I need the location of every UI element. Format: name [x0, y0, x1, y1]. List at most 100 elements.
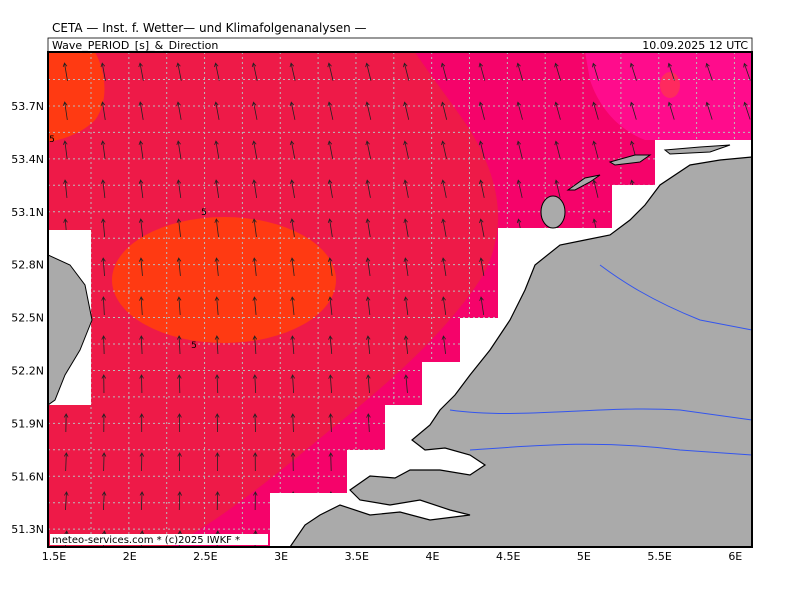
wave-arrow	[63, 140, 68, 159]
wave-arrow	[554, 62, 562, 81]
wave-arrow	[366, 413, 371, 433]
wave-arrow	[101, 374, 107, 394]
x-tick-label: 5E	[577, 550, 591, 563]
y-tick-label: 53.7N	[11, 100, 44, 113]
wave-arrow	[214, 335, 220, 355]
wave-arrow	[214, 62, 220, 81]
wave-arrow	[215, 452, 220, 472]
island	[608, 154, 652, 166]
contour-label: 5	[201, 208, 207, 218]
map-area	[48, 52, 752, 547]
header-title: CETA — Inst. f. Wetter— und Klimafolgena…	[52, 21, 367, 35]
wave-arrow	[365, 101, 372, 120]
wave-arrow	[100, 140, 106, 159]
wave-arrow	[441, 179, 447, 198]
wave-arrow	[365, 257, 371, 276]
wave-arrow	[252, 374, 258, 394]
wave-arrow	[403, 101, 410, 120]
wave-arrow	[403, 335, 409, 354]
y-tick-label: 52.8N	[11, 259, 44, 272]
wave-arrow	[403, 140, 409, 159]
wave-arrow	[328, 374, 333, 394]
wave-arrow	[138, 62, 144, 81]
axis-labels: 1.5E 2E 2.5E 3E 3.5E 4E 4.5E 5E 5.5E 6E 53.7N 53.4N…	[11, 100, 742, 563]
wave-arrow	[63, 413, 69, 433]
x-tick-label: 3E	[274, 550, 288, 563]
wave-arrow	[290, 413, 296, 433]
x-tick-label: 3.5E	[345, 550, 369, 563]
x-tick-label: 4.5E	[496, 550, 520, 563]
land-continent	[289, 156, 752, 547]
island	[566, 174, 601, 191]
wave-arrow	[478, 62, 486, 81]
wave-arrow	[554, 140, 561, 159]
wave-arrow	[289, 140, 296, 159]
credit-box	[50, 534, 268, 545]
wave-arrow	[327, 140, 334, 159]
wave-arrow	[62, 62, 68, 81]
map-frame	[47, 51, 753, 548]
y-tick-label: 52.5N	[11, 312, 44, 325]
land-uk	[48, 254, 93, 406]
wave-arrow	[479, 257, 485, 276]
wave-arrow	[138, 257, 144, 277]
wave-arrow	[365, 296, 371, 315]
wave-arrow	[705, 101, 713, 120]
river	[449, 408, 752, 421]
wave-arrow	[365, 218, 371, 237]
y-tick-label: 51.9N	[11, 417, 44, 430]
wave-arrow	[403, 218, 409, 237]
wave-arrow	[214, 257, 220, 276]
wave-arrow	[403, 179, 409, 198]
wave-arrow	[176, 101, 182, 120]
wave-arrow	[327, 179, 333, 198]
wave-arrow	[328, 413, 333, 433]
wave-arrow	[101, 296, 106, 316]
wave-arrow	[592, 62, 599, 81]
y-tick-label: 52.2N	[11, 365, 44, 378]
wave-arrow	[177, 374, 182, 394]
wave-arrow	[478, 140, 485, 159]
wave-arrow	[176, 179, 182, 198]
x-tick-label: 6E	[728, 550, 742, 563]
wave-arrow	[252, 179, 258, 198]
wave-arrow	[440, 101, 448, 120]
wave-arrow	[214, 140, 220, 159]
x-tick-label: 1.5E	[42, 550, 66, 563]
wave-arrow	[366, 374, 371, 394]
x-tick-label: 2.5E	[193, 550, 217, 563]
wave-arrow	[327, 62, 334, 81]
wave-arrow	[100, 62, 106, 81]
wave-arrow	[177, 491, 182, 511]
wave-arrow	[138, 101, 144, 120]
y-tick-label: 51.6N	[11, 470, 44, 483]
orange-field	[48, 52, 105, 142]
wave-arrow	[479, 296, 485, 315]
wave-arrow	[176, 62, 182, 81]
wave-arrow	[592, 140, 599, 159]
wave-arrow	[403, 257, 409, 276]
wave-arrow	[554, 101, 561, 120]
wave-arrow	[328, 452, 334, 472]
wave-arrow	[138, 140, 144, 159]
wave-arrow	[290, 218, 295, 237]
wave-arrow	[63, 179, 68, 198]
wave-arrow	[328, 296, 333, 315]
river	[469, 443, 752, 456]
wave-arrow	[705, 62, 713, 81]
wave-arrow	[101, 413, 107, 433]
wave-arrow	[139, 335, 144, 355]
wave-arrow	[289, 62, 296, 81]
wave-arrow	[214, 179, 220, 198]
y-tick-label: 51.3N	[11, 523, 44, 536]
wave-arrow	[365, 140, 371, 159]
credit: meteo-services.com * (c)2025 IWKF *	[52, 535, 240, 546]
wave-arrow	[100, 179, 106, 198]
wave-arrow	[252, 413, 258, 433]
wave-arrow	[176, 296, 182, 316]
x-tick-label: 4E	[426, 550, 440, 563]
wave-arrow	[441, 140, 447, 159]
wave-arrow	[251, 101, 258, 120]
wave-arrow	[62, 101, 68, 120]
wave-arrow	[441, 218, 447, 237]
